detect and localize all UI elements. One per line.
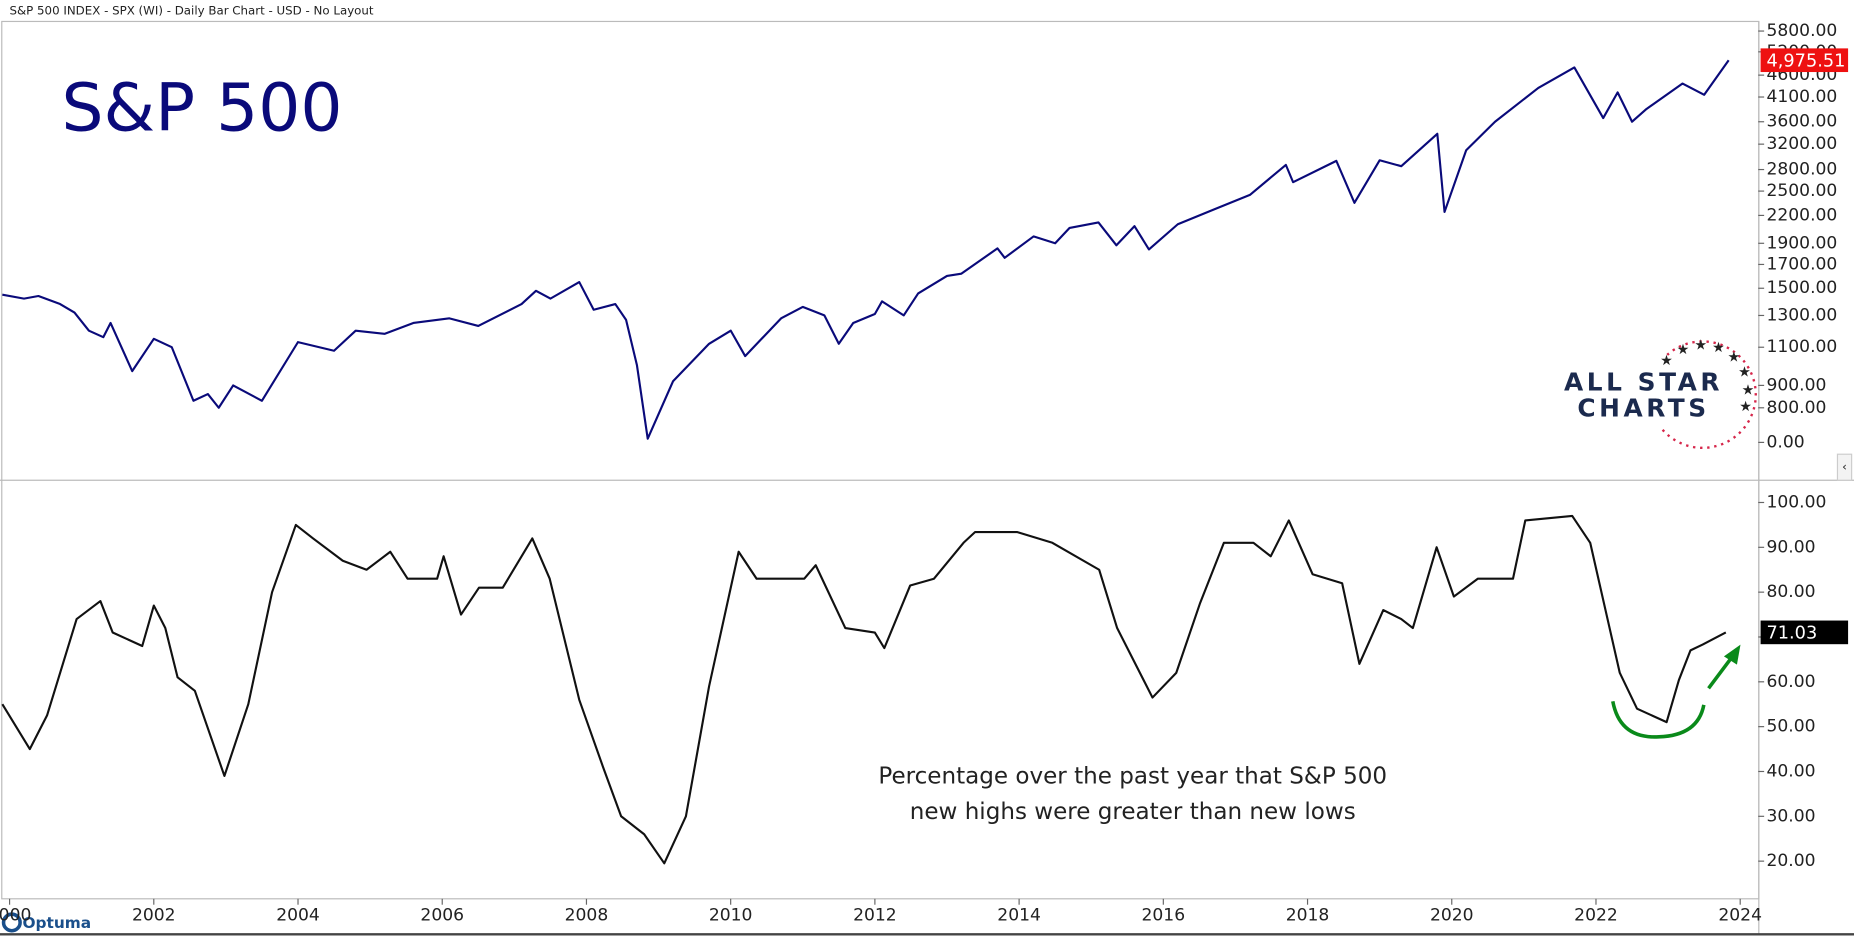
y-tick-label: 3200.00 [1767,134,1838,154]
current-value-label: 71.03 [1767,624,1818,644]
logo-ring [1660,340,1757,450]
svg-text:★: ★ [1739,399,1752,415]
y-tick-label: 1100.00 [1767,337,1838,357]
y-tick-label: 100.00 [1767,492,1827,512]
y-tick-label: 1300.00 [1767,305,1838,325]
x-tick-label: 2022 [1574,905,1618,925]
annotation: Percentage over the past year that S&P 5… [878,764,1387,790]
x-tick-label: 2016 [1142,905,1186,925]
x-tick-label: 2020 [1430,905,1474,925]
svg-text:★: ★ [1738,365,1751,381]
logo-line: CHARTS [1577,393,1709,422]
scroll-arrow: ‹ [1842,460,1847,474]
footer-icon [1,912,22,933]
y-tick-label: 800.00 [1767,398,1827,418]
y-tick-label: 1500.00 [1767,278,1838,298]
x-tick-label: 2008 [565,905,609,925]
x-tick-label: 2018 [1286,905,1330,925]
svg-text:★: ★ [1660,353,1673,369]
y-tick-label: 50.00 [1767,717,1816,737]
logo-line: ALL STAR [1564,367,1723,396]
arrow-head [1723,644,1741,665]
y-tick-label: 60.00 [1767,672,1816,692]
y-tick-label: 20.00 [1767,851,1816,871]
current-value-label: 4,975.51 [1767,51,1846,71]
footer-text: Optuma [22,914,91,932]
current-value-box [1760,48,1849,73]
y-tick-label: 2500.00 [1767,181,1838,201]
scroll-handle[interactable] [1836,453,1853,481]
y-tick-label: 3600.00 [1767,112,1838,132]
x-tick-label: 2000 [0,905,31,925]
svg-text:★: ★ [1712,340,1725,356]
y-tick-label: 1700.00 [1767,254,1838,274]
y-tick-label: 90.00 [1767,537,1816,557]
y-tick-label: 2200.00 [1767,205,1838,225]
logo-stars: ★★ ★ ★★★★★ [1660,337,1754,414]
green-annotation [1611,644,1741,739]
y-tick-label: 40.00 [1767,761,1816,781]
x-tick-label: 2010 [709,905,753,925]
y-tick-label: 900.00 [1767,375,1827,395]
x-tick-label: 2004 [276,905,320,925]
x-tick-label: 2006 [420,905,464,925]
y-tick-label: 30.00 [1767,806,1816,826]
svg-text:★: ★ [1694,337,1707,353]
arrow-shaft [1707,654,1735,690]
svg-text:★: ★ [1742,382,1755,398]
footer-logo: Optuma [1,912,91,933]
x-tick-label: 2012 [853,905,897,925]
series-line [2,59,1730,440]
y-tick-label: 4100.00 [1767,87,1838,107]
y-tick-label: 0.00 [1767,432,1805,452]
series-line [1,514,1727,865]
svg-text:★: ★ [1677,342,1690,358]
annotation: new highs were greater than new lows [910,799,1356,825]
header: S&P 500 INDEX - SPX (WI) - Daily Bar Cha… [9,3,373,17]
y-tick-label: 2800.00 [1767,160,1838,180]
x-tick-label: 2024 [1718,905,1762,925]
logo: ALL STAR CHARTS ★★ ★ ★★★★★ [1564,337,1757,450]
x-tick-label: 2002 [132,905,176,925]
y-tick-label: 80.00 [1767,582,1816,602]
arc [1611,700,1706,739]
current-value-box [1760,620,1849,645]
chart-title: S&P 500 [61,70,342,147]
svg-text:★: ★ [1727,349,1740,365]
y-tick-label: 1900.00 [1767,233,1838,253]
x-tick-label: 2014 [997,905,1041,925]
y-tick-label: 5800.00 [1767,21,1838,41]
